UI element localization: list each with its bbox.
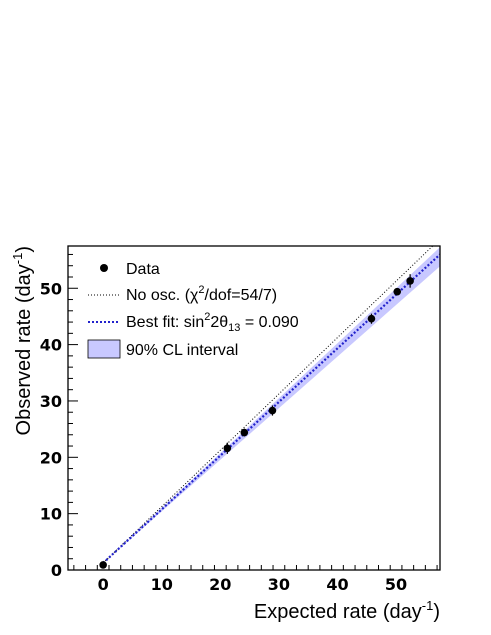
y-tick-label: 30 xyxy=(40,392,62,411)
data-point xyxy=(223,444,232,453)
legend-item-band: 90% CL interval xyxy=(87,339,238,359)
legend-label-no-osc: No osc. (χ2/dof=54/7) xyxy=(126,284,277,304)
data-point xyxy=(240,428,249,437)
plot-frame xyxy=(67,245,441,571)
confidence-band xyxy=(103,247,440,563)
data-point xyxy=(268,406,277,415)
x-tick-label: 20 xyxy=(209,575,231,594)
legend-swatch-band xyxy=(87,339,121,359)
x-tick-label: 10 xyxy=(151,575,173,594)
x-tick-label: 50 xyxy=(385,575,407,594)
tick-labels: 0 10 20 30 40 50 0 10 20 30 40 50 xyxy=(40,279,407,594)
confidence-band-layer xyxy=(103,247,440,563)
legend-item-data: Data xyxy=(100,261,160,278)
legend-label-data: Data xyxy=(126,261,160,278)
x-tick-label: 30 xyxy=(268,575,290,594)
data-point xyxy=(393,287,402,296)
legend-label-best-fit: Best fit: sin22θ13 = 0.090 xyxy=(126,311,299,334)
x-tick-label: 0 xyxy=(98,575,109,594)
y-tick-label: 0 xyxy=(51,561,62,580)
data-point xyxy=(99,561,107,569)
legend-marker-data xyxy=(100,264,108,272)
y-tick-label: 50 xyxy=(40,279,62,298)
y-tick-label: 20 xyxy=(40,448,62,467)
x-tick-label: 40 xyxy=(326,575,348,594)
legend: Data No osc. (χ2/dof=54/7) Best fit: sin… xyxy=(87,261,299,359)
data-point xyxy=(406,277,414,285)
y-tick-label: 10 xyxy=(40,505,62,524)
x-axis-label: Expected rate (day-1) xyxy=(254,598,440,623)
data-points-layer xyxy=(99,274,414,569)
y-axis-label: Observed rate (day-1) xyxy=(10,246,35,435)
legend-item-no-osc: No osc. (χ2/dof=54/7) xyxy=(88,284,277,304)
legend-label-band: 90% CL interval xyxy=(126,342,238,359)
y-tick-label: 40 xyxy=(40,336,62,355)
legend-item-best-fit: Best fit: sin22θ13 = 0.090 xyxy=(88,311,299,334)
axis-ticks xyxy=(68,253,438,571)
data-point xyxy=(367,314,376,323)
